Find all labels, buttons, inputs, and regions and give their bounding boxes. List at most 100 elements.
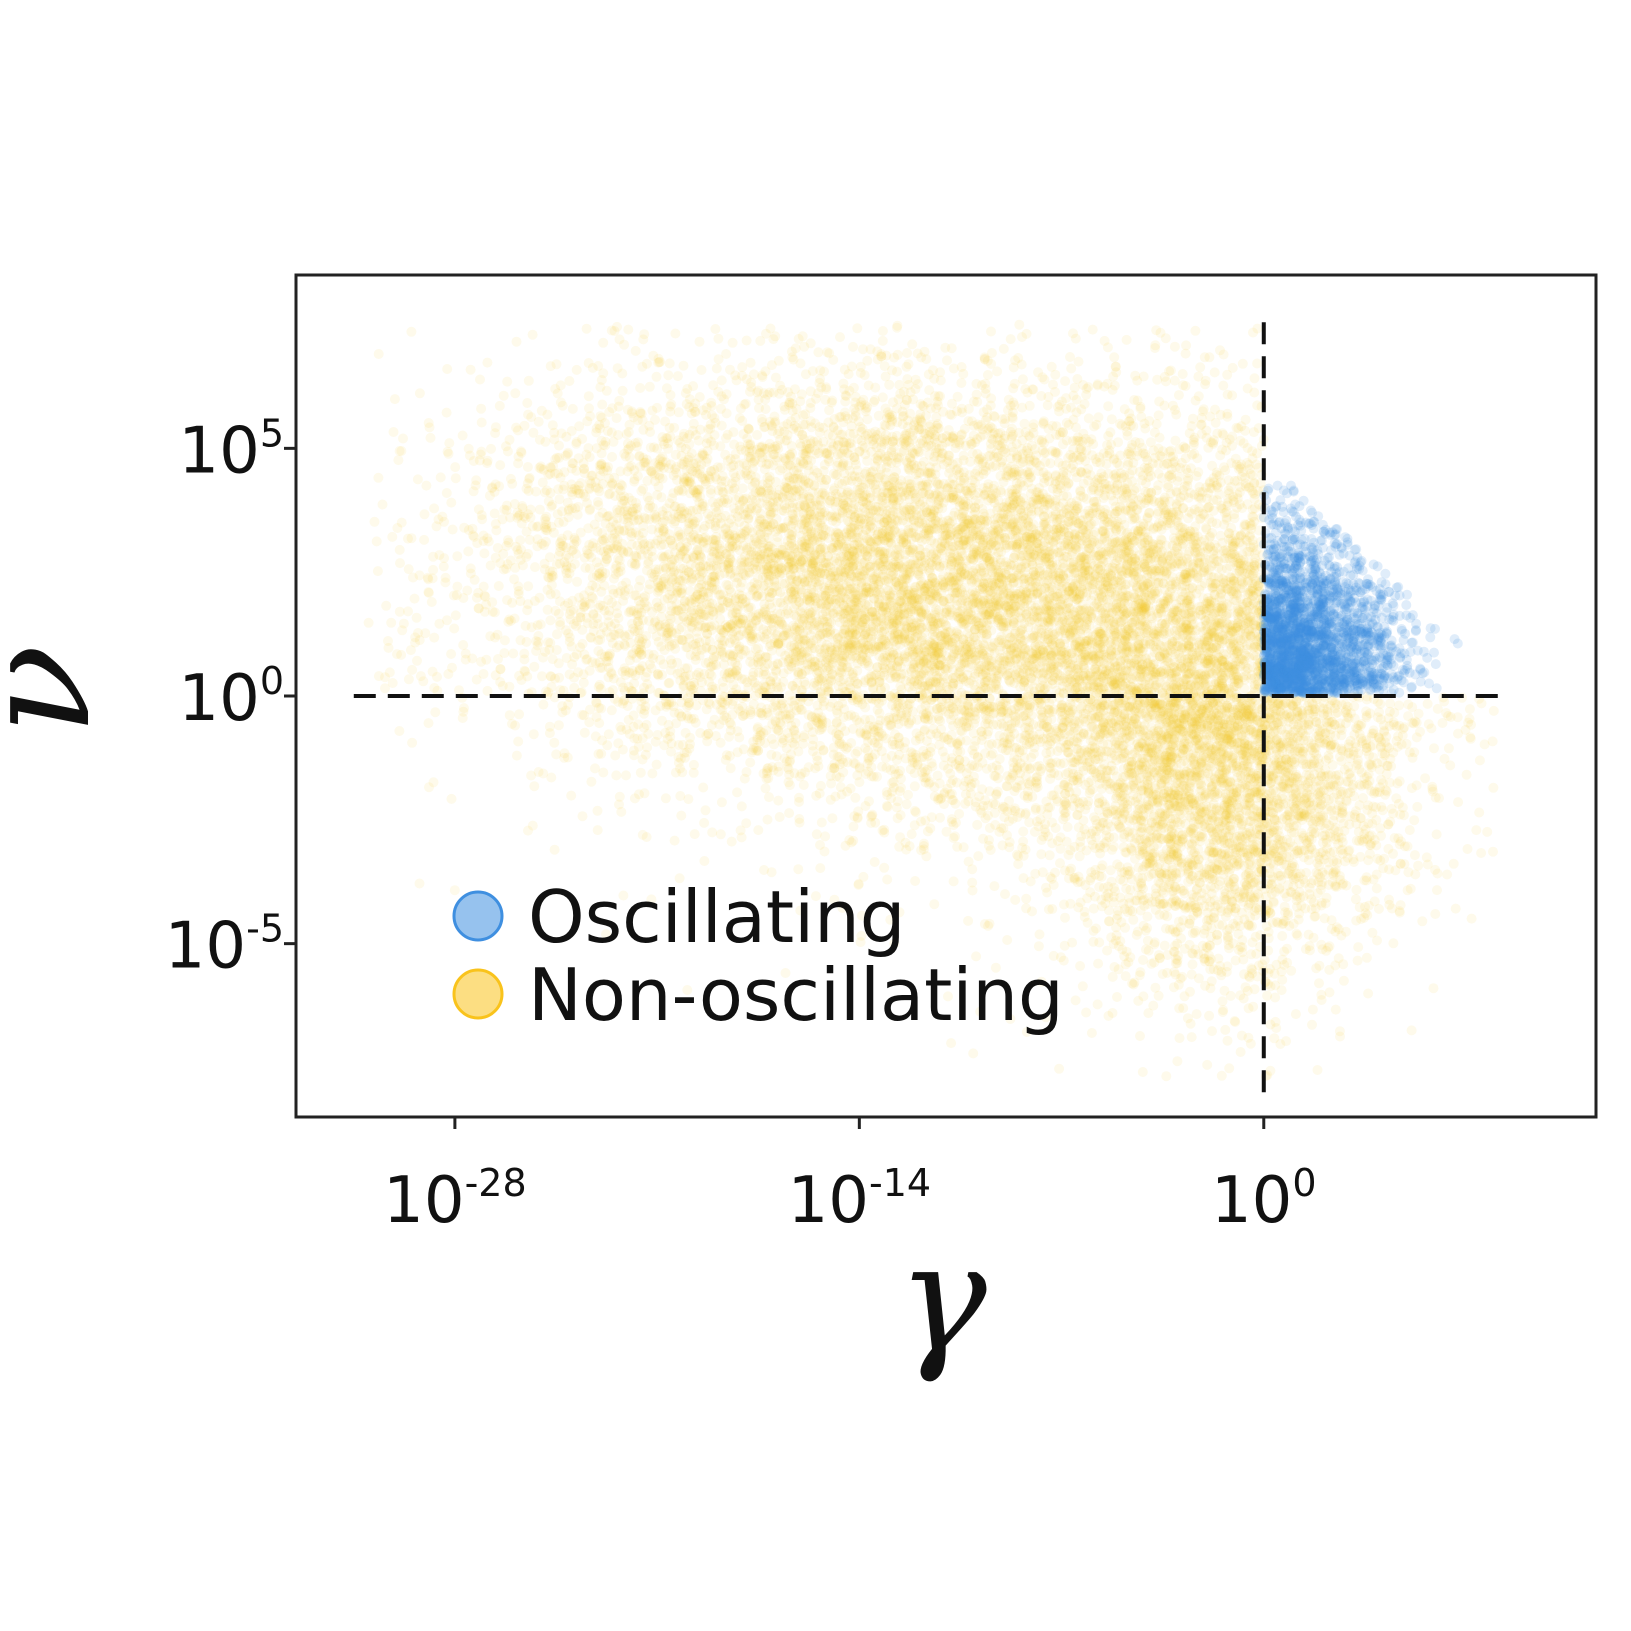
point-non-oscillating (1111, 599, 1122, 610)
point-non-oscillating (869, 857, 880, 867)
point-non-oscillating (995, 597, 1006, 608)
point-non-oscillating (992, 366, 1003, 377)
point-non-oscillating (1464, 704, 1475, 715)
point-non-oscillating (838, 378, 849, 389)
point-non-oscillating (647, 768, 658, 779)
point-non-oscillating (1081, 389, 1092, 400)
point-non-oscillating (853, 513, 864, 524)
point-non-oscillating (651, 371, 662, 382)
point-non-oscillating (1001, 575, 1012, 586)
point-non-oscillating (1009, 752, 1020, 763)
point-non-oscillating (897, 515, 908, 526)
point-non-oscillating (1048, 572, 1059, 583)
point-non-oscillating (764, 592, 775, 603)
point-non-oscillating (644, 381, 655, 392)
point-non-oscillating (1471, 825, 1482, 836)
point-non-oscillating (852, 665, 863, 676)
point-non-oscillating (672, 371, 683, 382)
point-non-oscillating (1030, 803, 1041, 813)
point-non-oscillating (762, 814, 773, 825)
point-non-oscillating (1039, 605, 1050, 616)
point-non-oscillating (659, 645, 670, 656)
point-non-oscillating (1012, 674, 1023, 685)
point-non-oscillating (1488, 705, 1499, 716)
point-non-oscillating (976, 529, 986, 540)
point-non-oscillating (1145, 437, 1156, 448)
point-non-oscillating (1180, 381, 1191, 391)
point-non-oscillating (676, 810, 687, 821)
point-non-oscillating (1248, 427, 1259, 438)
point-non-oscillating (838, 552, 849, 562)
point-non-oscillating (1204, 478, 1215, 489)
point-non-oscillating (891, 802, 902, 813)
point-non-oscillating (790, 683, 801, 694)
point-non-oscillating (679, 675, 690, 686)
point-non-oscillating (947, 433, 958, 444)
point-non-oscillating (929, 899, 940, 910)
point-non-oscillating (1152, 374, 1163, 385)
point-non-oscillating (1119, 595, 1130, 606)
point-non-oscillating (651, 567, 662, 578)
point-non-oscillating (1040, 629, 1051, 640)
point-non-oscillating (1153, 563, 1164, 574)
point-non-oscillating (978, 551, 989, 562)
point-non-oscillating (1132, 375, 1143, 386)
point-non-oscillating (1027, 483, 1037, 494)
point-non-oscillating (909, 781, 920, 792)
point-non-oscillating (639, 722, 649, 733)
point-non-oscillating (1122, 430, 1133, 441)
point-non-oscillating (973, 851, 984, 862)
point-non-oscillating (1091, 636, 1102, 647)
point-non-oscillating (736, 801, 747, 812)
point-non-oscillating (1032, 588, 1042, 598)
point-non-oscillating (900, 430, 911, 441)
series-non-oscillating (363, 319, 1499, 1082)
point-non-oscillating (1119, 629, 1130, 640)
point-non-oscillating (751, 564, 761, 575)
point-non-oscillating (1047, 656, 1057, 667)
point-non-oscillating (978, 638, 989, 649)
point-non-oscillating (584, 665, 595, 676)
point-non-oscillating (879, 670, 890, 681)
point-non-oscillating (794, 596, 804, 607)
point-non-oscillating (1021, 531, 1032, 542)
point-non-oscillating (1054, 620, 1065, 631)
point-non-oscillating (1071, 517, 1082, 528)
points-layer (363, 319, 1499, 1082)
point-non-oscillating (799, 576, 810, 587)
point-non-oscillating (909, 820, 920, 831)
point-non-oscillating (967, 877, 978, 888)
point-non-oscillating (716, 797, 727, 808)
point-non-oscillating (508, 648, 519, 659)
point-non-oscillating (893, 553, 904, 564)
point-non-oscillating (602, 544, 613, 555)
point-non-oscillating (1066, 624, 1077, 635)
point-non-oscillating (1007, 442, 1017, 453)
point-non-oscillating (1145, 470, 1156, 481)
point-non-oscillating (736, 560, 747, 571)
point-non-oscillating (522, 462, 533, 472)
point-non-oscillating (1142, 578, 1153, 589)
point-non-oscillating (883, 480, 894, 490)
point-non-oscillating (1210, 589, 1220, 600)
point-non-oscillating (836, 487, 847, 498)
point-non-oscillating (1014, 427, 1025, 438)
point-non-oscillating (931, 590, 942, 601)
point-non-oscillating (1448, 858, 1459, 869)
point-non-oscillating (1288, 701, 1299, 712)
point-non-oscillating (1133, 526, 1144, 537)
point-non-oscillating (1011, 478, 1022, 489)
point-non-oscillating (654, 357, 665, 368)
point-non-oscillating (1018, 826, 1029, 837)
point-non-oscillating (1075, 553, 1086, 563)
point-non-oscillating (1253, 462, 1264, 473)
point-non-oscillating (544, 721, 555, 732)
point-non-oscillating (1151, 419, 1162, 429)
point-non-oscillating (661, 701, 672, 712)
point-non-oscillating (1021, 893, 1032, 904)
point-non-oscillating (954, 501, 965, 511)
point-non-oscillating (892, 796, 903, 807)
point-non-oscillating (669, 835, 680, 846)
point-non-oscillating (726, 836, 737, 847)
